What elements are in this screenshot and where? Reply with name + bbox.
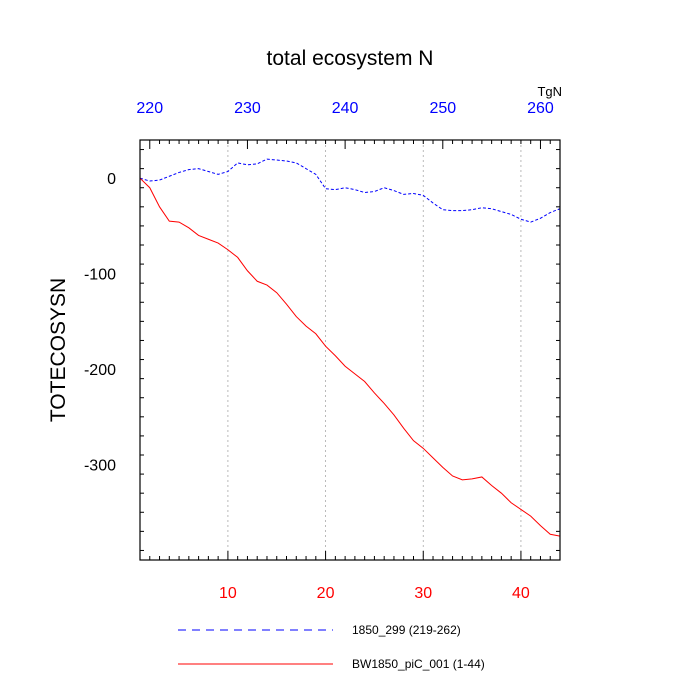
top-tick-label-230: 230: [234, 100, 261, 117]
units-label: TgN: [537, 84, 562, 99]
top-tick-label-240: 240: [332, 100, 359, 117]
top-tick-label-250: 250: [429, 100, 456, 117]
y-tick-label--300: -300: [84, 458, 116, 475]
top-tick-label-260: 260: [527, 100, 554, 117]
y-tick-label--100: -100: [84, 267, 116, 284]
y-tick-label-0: 0: [107, 171, 116, 188]
y-tick-label--200: -200: [84, 362, 116, 379]
bottom-tick-label-30: 30: [414, 585, 432, 602]
legend: 1850_299 (219-262) BW1850_piC_001 (1-44): [178, 623, 485, 671]
series-line-0: [139, 158, 561, 223]
bottom-tick-label-10: 10: [219, 585, 237, 602]
grid-lines: [227, 140, 522, 560]
top-tick-label-220: 220: [136, 100, 163, 117]
legend-label-1850-299: 1850_299 (219-262): [352, 623, 461, 637]
plot-frame: [139, 139, 561, 561]
y-axis-label: TOTECOSYSN: [47, 278, 70, 422]
axis-ticks: [139, 140, 561, 560]
series-lines: [139, 158, 561, 537]
tick-labels: 10 20 30 40 220 230 240 250 260 0 -100 -200 -300: [84, 100, 554, 602]
chart-title: total ecosystem N: [267, 47, 434, 70]
bottom-tick-label-20: 20: [317, 585, 335, 602]
series-line-1: [139, 177, 561, 537]
legend-label-bw1850: BW1850_piC_001 (1-44): [352, 657, 485, 671]
bottom-tick-label-40: 40: [512, 585, 530, 602]
